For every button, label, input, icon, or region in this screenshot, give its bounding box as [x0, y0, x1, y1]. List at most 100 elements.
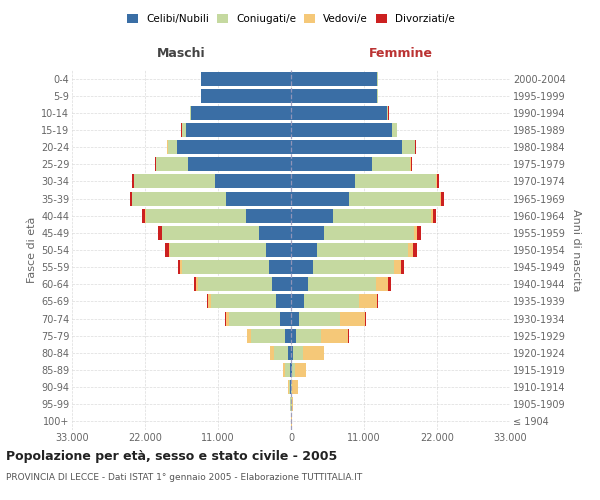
Bar [291, 158, 372, 172]
Bar [291, 278, 308, 291]
Bar [276, 294, 291, 308]
Bar [440, 192, 441, 205]
Bar [198, 278, 272, 291]
Bar [215, 174, 291, 188]
Bar [401, 260, 404, 274]
Bar [162, 226, 259, 240]
Bar [365, 312, 366, 326]
Bar [246, 208, 291, 222]
Bar [226, 192, 291, 205]
Bar [155, 158, 156, 172]
Bar [194, 278, 196, 291]
Bar [392, 123, 397, 137]
Bar [285, 363, 290, 377]
Bar [403, 140, 415, 154]
Bar [272, 278, 291, 291]
Bar [288, 380, 289, 394]
Bar [196, 278, 198, 291]
Bar [291, 243, 317, 257]
Bar [291, 192, 349, 205]
Bar [408, 243, 413, 257]
Bar [299, 312, 340, 326]
Text: Femmine: Femmine [368, 47, 433, 60]
Legend: Celibi/Nubili, Coniugati/e, Vedovi/e, Divorziati/e: Celibi/Nubili, Coniugati/e, Vedovi/e, Di… [127, 14, 455, 24]
Bar [377, 294, 379, 308]
Bar [376, 278, 388, 291]
Bar [133, 192, 226, 205]
Bar [295, 363, 306, 377]
Bar [283, 363, 285, 377]
Text: PROVINCIA DI LECCE - Dati ISTAT 1° gennaio 2005 - Elaborazione TUTTITALIA.IT: PROVINCIA DI LECCE - Dati ISTAT 1° genna… [6, 472, 362, 482]
Bar [291, 174, 355, 188]
Bar [293, 346, 304, 360]
Bar [202, 88, 291, 102]
Bar [251, 328, 285, 342]
Bar [146, 208, 246, 222]
Bar [304, 294, 359, 308]
Bar [437, 174, 439, 188]
Bar [290, 363, 291, 377]
Bar [156, 158, 188, 172]
Bar [182, 260, 269, 274]
Bar [291, 88, 377, 102]
Bar [291, 294, 304, 308]
Y-axis label: Fasce di età: Fasce di età [26, 217, 37, 283]
Bar [308, 278, 376, 291]
Bar [274, 346, 289, 360]
Bar [291, 312, 299, 326]
Bar [181, 260, 182, 274]
Y-axis label: Anni di nascita: Anni di nascita [571, 209, 581, 291]
Bar [280, 312, 291, 326]
Bar [304, 346, 324, 360]
Bar [359, 294, 377, 308]
Bar [417, 226, 421, 240]
Bar [291, 72, 377, 86]
Bar [285, 328, 291, 342]
Bar [182, 123, 186, 137]
Bar [130, 192, 132, 205]
Bar [313, 260, 394, 274]
Bar [433, 208, 436, 222]
Bar [190, 106, 191, 120]
Bar [355, 174, 436, 188]
Bar [247, 328, 251, 342]
Bar [349, 192, 440, 205]
Bar [165, 243, 169, 257]
Bar [291, 123, 392, 137]
Bar [167, 140, 177, 154]
Bar [191, 106, 291, 120]
Bar [317, 243, 408, 257]
Bar [394, 260, 401, 274]
Bar [334, 208, 431, 222]
Bar [259, 226, 291, 240]
Bar [431, 208, 433, 222]
Bar [372, 158, 410, 172]
Bar [387, 106, 388, 120]
Text: Popolazione per età, sesso e stato civile - 2005: Popolazione per età, sesso e stato civil… [6, 450, 337, 463]
Bar [229, 312, 280, 326]
Bar [270, 346, 274, 360]
Bar [411, 158, 412, 172]
Bar [291, 363, 292, 377]
Bar [289, 346, 291, 360]
Bar [177, 140, 291, 154]
Bar [170, 243, 266, 257]
Bar [291, 260, 313, 274]
Bar [323, 226, 415, 240]
Bar [291, 106, 387, 120]
Bar [178, 260, 181, 274]
Bar [169, 243, 170, 257]
Bar [226, 312, 229, 326]
Bar [296, 328, 321, 342]
Bar [133, 174, 134, 188]
Bar [321, 328, 348, 342]
Bar [291, 346, 293, 360]
Bar [340, 312, 365, 326]
Bar [291, 226, 323, 240]
Bar [292, 398, 293, 411]
Bar [289, 380, 290, 394]
Bar [186, 123, 291, 137]
Bar [202, 72, 291, 86]
Bar [413, 243, 417, 257]
Text: Maschi: Maschi [157, 47, 206, 60]
